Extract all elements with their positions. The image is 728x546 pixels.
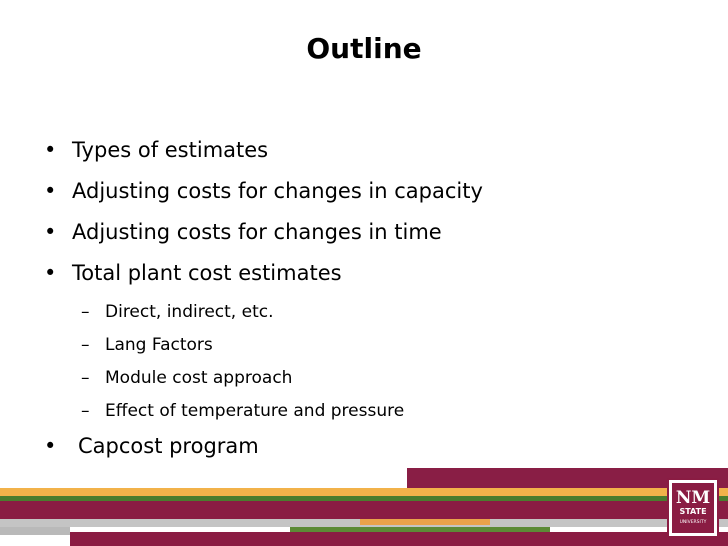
sub-bullet-list: – Direct, indirect, etc. – Lang Factors … [44,299,483,424]
sub-bullet-group: – Direct, indirect, etc. – Lang Factors … [44,299,483,424]
footer-band-green-accent [290,527,550,532]
bullet-text: Capcost program [78,434,259,458]
footer-band-maroon-bottom [70,532,728,546]
bullet-marker: • [44,220,57,244]
bullet-item: • Adjusting costs for changes in time [44,217,483,247]
sub-bullet-marker: – [81,401,90,421]
sub-bullet-marker: – [81,335,90,355]
bullet-marker: • [44,261,57,285]
bullet-marker: • [44,179,57,203]
svg-text:STATE: STATE [679,507,706,516]
sub-bullet-marker: – [81,302,90,322]
sub-bullet-item: – Effect of temperature and pressure [44,398,483,424]
svg-text:NM: NM [676,488,711,508]
footer-band-orange [0,488,728,496]
sub-bullet-item: – Module cost approach [44,365,483,391]
footer-band-gray-left [0,527,70,535]
bullet-text: Adjusting costs for changes in time [72,220,442,244]
bullet-text: Total plant cost estimates [72,261,342,285]
sub-bullet-item: – Lang Factors [44,332,483,358]
footer-band-maroon [0,501,728,519]
nm-state-logo: NM STATE UNIVERSITY [667,478,719,538]
sub-bullet-text: Lang Factors [105,335,213,355]
bullet-text: Adjusting costs for changes in capacity [72,179,483,203]
bullet-item: • Capcost program [44,431,483,461]
footer-band-orange-accent [360,519,490,525]
bullet-item: • Types of estimates [44,135,483,165]
nm-state-logo-emblem: NM STATE UNIVERSITY [672,483,714,533]
bullet-item: • Total plant cost estimates [44,258,483,288]
bullet-list: • Types of estimates • Adjusting costs f… [44,135,483,472]
sub-bullet-text: Direct, indirect, etc. [105,302,274,322]
bullet-text: Types of estimates [72,138,269,162]
nm-state-logo-graphic: NM STATE UNIVERSITY [676,488,711,525]
sub-bullet-item: – Direct, indirect, etc. [44,299,483,325]
slide-title: Outline [306,32,422,65]
sub-bullet-text: Effect of temperature and pressure [105,401,405,421]
sub-bullet-text: Module cost approach [105,368,293,388]
bullet-item: • Adjusting costs for changes in capacit… [44,176,483,206]
bullet-marker: • [44,434,57,458]
svg-text:UNIVERSITY: UNIVERSITY [680,519,707,525]
sub-bullet-marker: – [81,368,90,388]
bullet-marker: • [44,138,57,162]
footer-band-maroon-top [407,468,728,488]
footer-band-green [0,496,728,501]
